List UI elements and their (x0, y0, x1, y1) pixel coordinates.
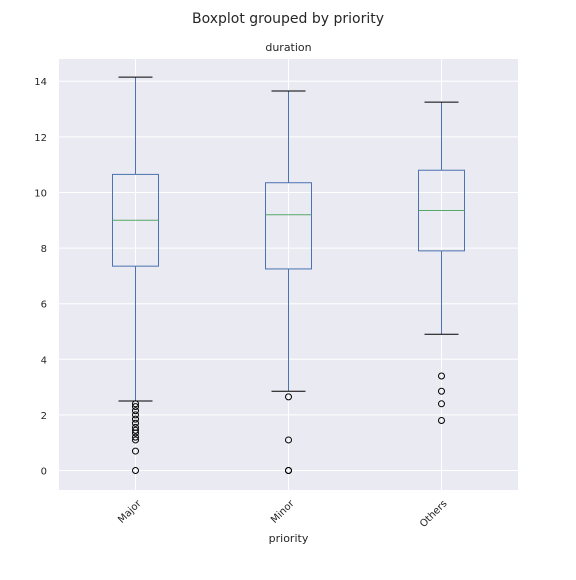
outlier-point (132, 419, 139, 427)
outlier-point (132, 411, 139, 419)
outlier-point (132, 447, 139, 455)
y-tick-label: 4 (41, 355, 47, 366)
x-tick-label: Major (116, 498, 144, 526)
axes-title: duration (265, 41, 311, 54)
y-tick-label: 0 (41, 467, 47, 478)
box-group-major (112, 76, 159, 475)
outlier-point (132, 403, 139, 411)
x-tick-label: Minor (269, 498, 297, 526)
y-tick-label: 14 (34, 77, 47, 88)
y-tick-label: 10 (34, 188, 47, 199)
outlier-point (438, 416, 445, 424)
outlier-point (132, 436, 139, 444)
outlier-point (132, 426, 139, 434)
outlier-point (132, 429, 139, 437)
box-iqr (265, 182, 312, 270)
x-axis-label: priority (269, 532, 309, 545)
outlier-point (132, 467, 139, 475)
y-tick-label: 2 (41, 411, 47, 422)
outlier-point (132, 400, 139, 408)
figure-title: Boxplot grouped by priority (192, 11, 384, 27)
outlier-point (438, 387, 445, 395)
y-tick-label: 6 (41, 300, 47, 311)
y-tick-label: 12 (34, 133, 47, 144)
outlier-point (132, 415, 139, 423)
x-tick-label: Others (418, 498, 450, 530)
outlier-point (132, 433, 139, 441)
outlier-point (285, 393, 292, 401)
box-group-minor (265, 90, 312, 475)
y-tick-label: 8 (41, 244, 47, 255)
outlier-point (438, 400, 445, 408)
box-group-others (418, 101, 465, 424)
outlier-point (132, 407, 139, 415)
outlier-point (438, 372, 445, 380)
outlier-point (285, 436, 292, 444)
outlier-point (285, 467, 292, 475)
plot-marks (112, 76, 465, 475)
